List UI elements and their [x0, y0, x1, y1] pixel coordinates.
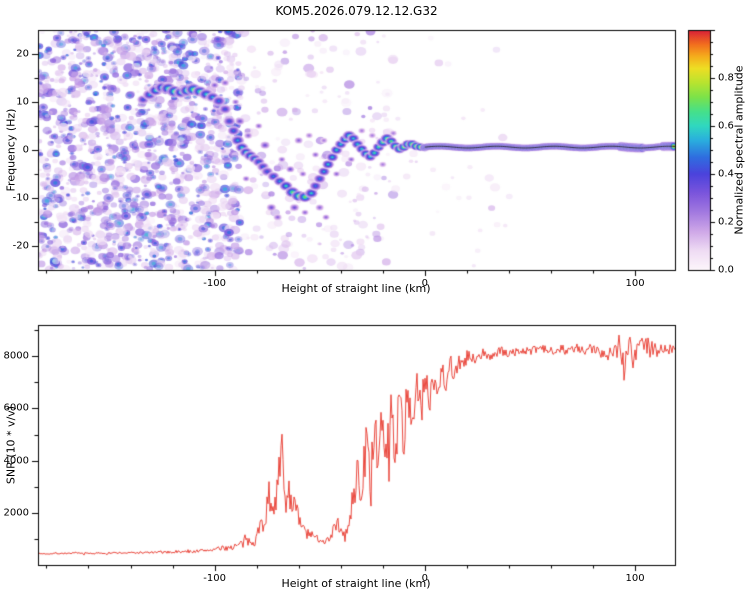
snr-x-axis-label: Height of straight line (km) [281, 577, 431, 590]
tick-label: 6000 [3, 402, 29, 414]
tick-label: -100 [203, 278, 226, 289]
figure-title: KOM5.2026.079.12.12.G32 [275, 4, 438, 18]
tick-label: -100 [203, 573, 226, 584]
colorbar-label: Normalized spectral amplitude [732, 65, 746, 235]
tick-label: 100 [625, 573, 645, 584]
tick-label: 2000 [3, 507, 29, 519]
spectrogram-x-axis-label: Height of straight line (km) [281, 282, 431, 295]
tick-label: 0 [421, 573, 428, 584]
tick-label: 0.2 [718, 216, 734, 228]
tick-label: 0 [22, 144, 29, 156]
tick-label: 10 [16, 96, 29, 108]
snr-y-axis-label: SNR (10 * v/v) [4, 405, 18, 485]
tick-label: 0.0 [718, 264, 734, 276]
tick-label: 0 [421, 278, 428, 289]
tick-label: 0.8 [718, 72, 734, 84]
tick-label: -10 [12, 192, 29, 204]
tick-label: 20 [16, 48, 29, 60]
tick-label: -20 [12, 240, 29, 252]
tick-label: 0.6 [718, 120, 734, 132]
tick-label: 0.4 [718, 168, 734, 180]
spectrogram-y-axis-label: Frequency (Hz) [4, 108, 18, 192]
tick-label: 8000 [3, 350, 29, 362]
tick-label: 100 [625, 278, 645, 289]
tick-label: 4000 [3, 455, 29, 467]
